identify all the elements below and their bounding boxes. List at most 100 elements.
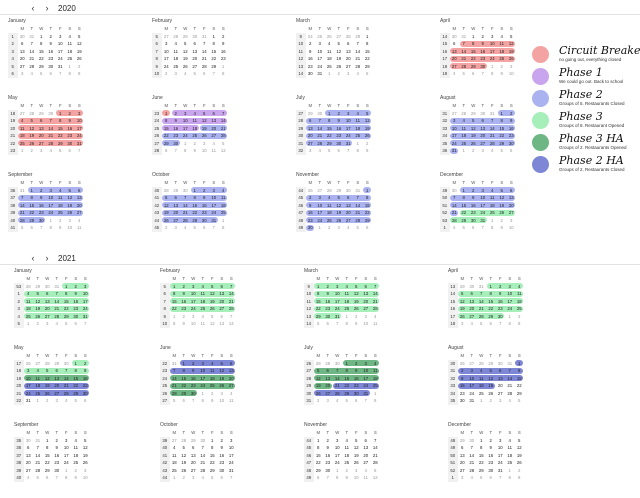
day-cell[interactable]: 4 — [201, 313, 204, 319]
day-cell[interactable]: 16 — [307, 56, 313, 61]
day-cell[interactable]: 2 — [328, 225, 331, 230]
day-cell[interactable]: 9 — [222, 41, 225, 46]
day-cell[interactable]: 11 — [200, 321, 205, 326]
day-cell[interactable]: 14 — [228, 321, 234, 326]
day-cell[interactable]: 27 — [171, 437, 177, 443]
day-cell[interactable]: 25 — [35, 390, 41, 396]
day-cell[interactable]: 5 — [510, 33, 513, 39]
day-cell[interactable]: 20 — [44, 306, 50, 311]
day-cell[interactable]: 24 — [76, 133, 82, 138]
day-cell[interactable]: 14 — [451, 202, 457, 208]
day-cell[interactable]: 5 — [345, 398, 348, 403]
day-cell[interactable]: 6 — [499, 368, 502, 373]
day-cell[interactable]: 11 — [73, 445, 78, 450]
day-cell[interactable]: 9 — [337, 118, 340, 123]
day-cell[interactable]: 10 — [345, 118, 351, 123]
day-cell[interactable]: 1 — [480, 398, 483, 403]
day-cell[interactable]: 3 — [355, 467, 358, 473]
day-cell[interactable]: 10 — [228, 445, 234, 450]
day-cell[interactable]: 28 — [48, 140, 54, 146]
day-cell[interactable]: 28 — [25, 283, 31, 289]
day-cell[interactable]: 21 — [451, 210, 457, 215]
day-cell[interactable]: 31 — [451, 148, 457, 153]
day-cell[interactable]: 14 — [29, 48, 35, 54]
day-cell[interactable]: 30 — [451, 33, 457, 39]
day-cell[interactable]: 28 — [29, 110, 35, 116]
day-cell[interactable]: 7 — [201, 445, 204, 450]
day-cell[interactable]: 27 — [325, 390, 331, 396]
day-cell[interactable]: 26 — [209, 306, 215, 311]
day-cell[interactable]: 15 — [44, 452, 50, 458]
day-cell[interactable]: 7 — [374, 283, 377, 289]
day-cell[interactable]: 22 — [209, 460, 215, 465]
day-cell[interactable]: 3 — [220, 390, 223, 396]
day-cell[interactable]: 15 — [171, 298, 177, 304]
day-cell[interactable]: 2 — [84, 360, 87, 366]
day-cell[interactable]: 13 — [459, 452, 465, 458]
day-cell[interactable]: 31 — [469, 398, 475, 403]
day-cell[interactable]: 23 — [325, 306, 331, 311]
day-cell[interactable]: 27 — [336, 33, 342, 39]
day-cell[interactable]: 2 — [337, 71, 340, 76]
day-cell[interactable]: 29 — [163, 140, 169, 146]
day-cell[interactable]: 9 — [309, 202, 312, 208]
day-cell[interactable]: 5 — [36, 475, 39, 480]
day-cell[interactable]: 5 — [78, 33, 81, 39]
day-cell[interactable]: 20 — [345, 56, 351, 61]
day-cell[interactable]: 14 — [355, 202, 361, 208]
day-cell[interactable]: 16 — [325, 298, 331, 304]
day-cell[interactable]: 9 — [59, 225, 62, 230]
day-cell[interactable]: 13 — [228, 368, 234, 373]
day-cell[interactable]: 29 — [211, 63, 217, 69]
day-cell[interactable]: 4 — [356, 71, 359, 76]
day-cell[interactable]: 19 — [181, 460, 187, 465]
day-cell[interactable]: 4 — [336, 398, 339, 403]
day-cell[interactable]: 21 — [228, 298, 234, 304]
day-cell[interactable]: 18 — [220, 202, 226, 208]
day-cell[interactable]: 8 — [345, 368, 348, 373]
day-cell[interactable]: 11 — [173, 48, 178, 54]
day-cell[interactable]: 27 — [480, 140, 486, 146]
day-cell[interactable]: 16 — [54, 452, 60, 458]
day-cell[interactable]: 7 — [336, 368, 339, 373]
day-cell[interactable]: 7 — [230, 475, 233, 480]
day-cell[interactable]: 29 — [29, 217, 35, 223]
day-cell[interactable]: 3 — [192, 283, 195, 289]
day-cell[interactable]: 1 — [518, 360, 521, 366]
day-cell[interactable]: 2 — [203, 187, 206, 193]
day-cell[interactable]: 11 — [58, 195, 63, 200]
day-cell[interactable]: 26 — [315, 390, 321, 396]
day-cell[interactable]: 6 — [84, 398, 87, 403]
day-cell[interactable]: 24 — [469, 390, 475, 396]
day-cell[interactable]: 28 — [201, 63, 207, 69]
day-cell[interactable]: 23 — [307, 217, 313, 223]
day-cell[interactable]: 15 — [209, 452, 215, 458]
day-cell[interactable]: 16 — [353, 375, 359, 381]
day-cell[interactable]: 22 — [516, 383, 522, 388]
day-cell[interactable]: 9 — [182, 321, 185, 326]
day-cell[interactable]: 27 — [192, 63, 198, 69]
day-cell[interactable]: 28 — [372, 306, 378, 311]
day-cell[interactable]: 30 — [63, 360, 69, 366]
day-cell[interactable]: 10 — [451, 125, 457, 131]
day-cell[interactable]: 15 — [57, 125, 63, 131]
day-cell[interactable]: 29 — [209, 467, 215, 473]
day-cell[interactable]: 7 — [356, 41, 359, 46]
day-cell[interactable]: 27 — [345, 63, 351, 69]
day-cell[interactable]: 2 — [489, 437, 492, 443]
day-cell[interactable]: 5 — [173, 398, 176, 403]
day-cell[interactable]: 27 — [76, 210, 82, 215]
day-cell[interactable]: 23 — [353, 383, 359, 388]
day-cell[interactable]: 22 — [44, 460, 50, 465]
day-cell[interactable]: 28 — [63, 390, 69, 396]
day-cell[interactable]: 2 — [510, 110, 513, 116]
day-cell[interactable]: 31 — [480, 217, 486, 223]
day-cell[interactable]: 2 — [518, 313, 521, 319]
day-cell[interactable]: 3 — [65, 437, 68, 443]
day-cell[interactable]: 18 — [372, 375, 378, 381]
day-cell[interactable]: 17 — [63, 452, 69, 458]
day-cell[interactable]: 27 — [190, 467, 196, 473]
day-cell[interactable]: 24 — [334, 460, 340, 465]
day-cell[interactable]: 5 — [30, 118, 33, 123]
day-cell[interactable]: 11 — [373, 368, 378, 373]
